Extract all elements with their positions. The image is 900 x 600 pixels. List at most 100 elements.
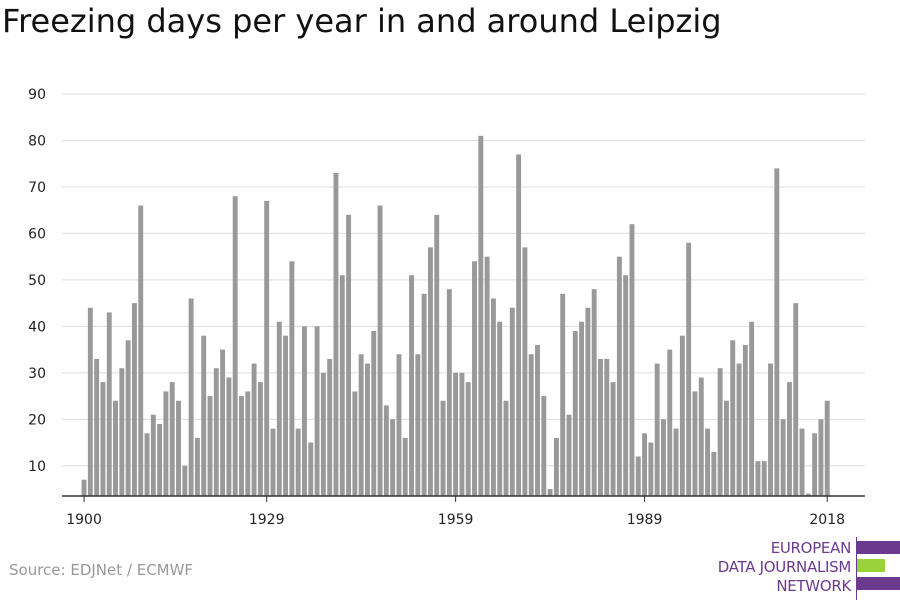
bar (591, 289, 597, 496)
bar (484, 256, 490, 496)
logo-bar-purple-top (857, 541, 900, 554)
bar (125, 340, 131, 496)
bar (81, 479, 87, 496)
bar (150, 414, 156, 496)
bar (698, 377, 704, 496)
bar (774, 168, 780, 496)
bar (755, 461, 761, 496)
bar (465, 382, 471, 496)
bar (623, 275, 629, 496)
bar (440, 400, 446, 496)
bar (119, 368, 125, 496)
bar (805, 493, 811, 496)
bar (730, 340, 736, 496)
x-tick-label: 1900 (66, 512, 102, 528)
bar (522, 247, 528, 496)
bar (364, 363, 370, 496)
bar (94, 358, 100, 496)
logo-text: EUROPEAN DATA JOURNALISM NETWORK (717, 539, 852, 596)
bar (799, 428, 805, 496)
y-tick-label: 70 (28, 180, 46, 196)
bar (598, 358, 603, 496)
bar (352, 391, 358, 496)
bar (516, 154, 522, 496)
logo-line-2: DATA JOURNALISM (717, 558, 852, 576)
bar (648, 442, 654, 496)
logo-line-1: EUROPEAN (770, 539, 852, 557)
x-tick-label: 1989 (627, 512, 663, 528)
y-tick-label: 50 (28, 273, 46, 289)
bar (232, 196, 238, 496)
bar (295, 428, 301, 496)
bar (736, 363, 742, 496)
bar (106, 312, 112, 496)
bar (635, 456, 641, 496)
bar (201, 335, 207, 496)
bar (818, 419, 824, 496)
bar (327, 358, 333, 496)
bar (686, 242, 692, 496)
bar (742, 344, 748, 496)
bar (761, 461, 767, 496)
bar (402, 437, 408, 496)
bar (113, 400, 118, 496)
bar (333, 173, 339, 496)
bar (320, 372, 326, 496)
bar (371, 331, 377, 496)
bar (220, 349, 226, 496)
bar (427, 247, 433, 496)
bar (560, 293, 566, 496)
bar (358, 354, 364, 496)
logo-divider (856, 537, 857, 600)
bar (824, 400, 830, 496)
bar (396, 354, 402, 496)
bar (642, 433, 648, 496)
bar (251, 363, 257, 496)
bar (415, 354, 421, 496)
bar (157, 423, 163, 496)
bar (679, 335, 685, 496)
bar (144, 433, 150, 496)
y-tick-label: 90 (28, 87, 46, 103)
bar (723, 400, 729, 496)
bar (654, 363, 660, 496)
bar (276, 321, 282, 496)
bar (131, 303, 137, 496)
bar (768, 363, 773, 496)
bars (81, 135, 830, 496)
bar (459, 372, 465, 496)
bar (528, 354, 534, 496)
logo-line-3: NETWORK (776, 577, 851, 595)
edjnet-logo: EUROPEAN DATA JOURNALISM NETWORK (700, 537, 900, 600)
bar (503, 400, 509, 496)
bar (213, 368, 219, 496)
bar (541, 396, 547, 496)
bar (453, 372, 459, 496)
bar (572, 331, 578, 496)
bar (692, 391, 698, 496)
bar (314, 326, 320, 496)
bar (547, 489, 553, 496)
bar (749, 321, 755, 496)
bar (257, 382, 263, 496)
bar (239, 396, 244, 496)
bar (793, 303, 799, 496)
bar (302, 326, 307, 496)
bar (705, 428, 711, 496)
bar (270, 428, 276, 496)
y-tick-label: 10 (28, 459, 46, 475)
bar (786, 382, 792, 496)
bar (604, 358, 610, 496)
bar (194, 437, 200, 496)
bar (478, 135, 484, 496)
x-axis: 1900 1929 1959 1989 2018 (62, 495, 865, 528)
bar (289, 261, 295, 496)
bar (346, 214, 352, 496)
bar (421, 293, 427, 496)
bar (673, 428, 679, 496)
bar (163, 391, 169, 496)
bar (377, 205, 383, 496)
bar (780, 419, 786, 496)
bar (207, 396, 213, 496)
